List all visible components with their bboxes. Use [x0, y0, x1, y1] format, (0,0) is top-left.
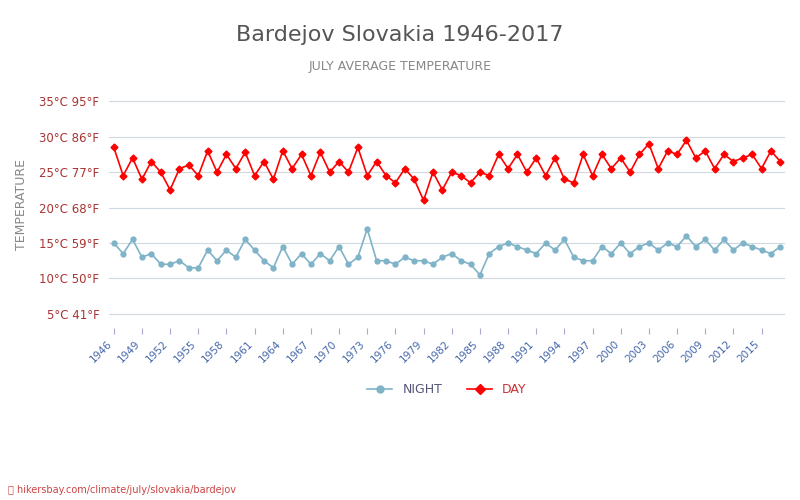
Y-axis label: TEMPERATURE: TEMPERATURE: [15, 158, 28, 250]
Text: 🌐 hikersbay.com/climate/july/slovakia/bardejov: 🌐 hikersbay.com/climate/july/slovakia/ba…: [8, 485, 236, 495]
Text: JULY AVERAGE TEMPERATURE: JULY AVERAGE TEMPERATURE: [309, 60, 491, 73]
Text: Bardejov Slovakia 1946-2017: Bardejov Slovakia 1946-2017: [236, 25, 564, 45]
Legend: NIGHT, DAY: NIGHT, DAY: [362, 378, 532, 401]
